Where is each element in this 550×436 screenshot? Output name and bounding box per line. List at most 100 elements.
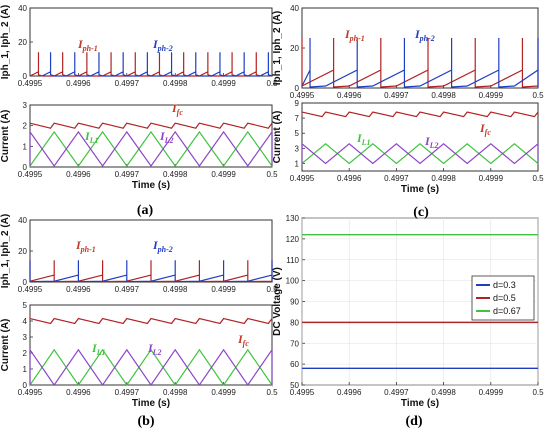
y-tick-label: 1 (23, 142, 28, 151)
series-annotation: Iph-1 (344, 27, 365, 43)
x-tick-label: 0.4999 (211, 79, 236, 88)
x-tick-label: 0.5 (266, 285, 278, 294)
x-tick-label: 0.4999 (479, 91, 504, 100)
x-tick-label: 0.5 (266, 79, 278, 88)
y-tick-label: 1 (295, 159, 300, 168)
plot-frame (301, 7, 539, 89)
x-tick-label: 0.4995 (290, 388, 315, 397)
legend-entry: d=0.5 (493, 293, 516, 303)
y-tick-label: 9 (295, 99, 300, 108)
series-line-darkred (301, 38, 539, 88)
y-tick-label: 3 (295, 144, 300, 153)
series-line-blue (301, 38, 539, 88)
chart-a-top: 0 20 40 0.4995 0.4996 0.4997 0.4998 0.4999 0.5 Ip… (0, 4, 278, 88)
chart-b-bottom: 0 1 2 3 4 5 0.4995 0.4996 0.4997 0.4998 0.4999 0.5 C… (0, 301, 278, 409)
x-tick-label: 0.4997 (115, 170, 140, 179)
series-annotation: Iph-2 (152, 238, 173, 254)
panel-label-a: (a) (137, 203, 154, 218)
y-tick-label: 4 (23, 317, 28, 326)
series-line-darkred (301, 111, 539, 118)
x-tick-label: 0.4998 (163, 170, 188, 179)
x-tick-label: 0.4997 (115, 388, 140, 397)
x-tick-label: 0.4999 (479, 174, 504, 183)
panel-label-c: (c) (413, 205, 429, 220)
x-tick-label: 0.4995 (290, 174, 315, 183)
chart-c-bottom: 1 3 5 7 9 0.4995 0.4996 0.4997 0.4998 0.4999 0.5 Cu… (272, 99, 544, 195)
y-tick-label: 20 (18, 38, 27, 47)
x-tick-label: 0.5 (266, 170, 278, 179)
legend-entry: d=0.67 (493, 306, 521, 316)
x-tick-label: 0.4995 (290, 91, 315, 100)
x-tick-label: 0.4996 (66, 79, 91, 88)
y-tick-label: 20 (290, 44, 299, 53)
x-axis-label: Time (s) (132, 180, 170, 191)
x-tick-label: 0.4997 (115, 79, 140, 88)
x-tick-label: 0.4998 (163, 388, 188, 397)
y-tick-label: 50 (290, 381, 299, 390)
series-annotation: IL1 (356, 131, 371, 147)
x-tick-label: 0.4995 (18, 79, 43, 88)
series-annotation: IL2 (424, 134, 439, 150)
y-axis-label: Current (A) (0, 110, 11, 163)
y-tick-label: 0 (23, 381, 28, 390)
x-tick-label: 0.4996 (337, 388, 362, 397)
x-tick-label: 0.4998 (431, 91, 456, 100)
y-tick-label: 5 (295, 129, 300, 138)
x-tick-label: 0.4995 (18, 388, 43, 397)
series-annotation: Iph-1 (77, 37, 98, 53)
panel-label-b: (b) (137, 414, 154, 429)
plot-frame (29, 7, 273, 77)
chart-a-bottom: 0 1 2 3 0.4995 0.4996 0.4997 0.4998 0.4999 0.5 Cur… (0, 101, 278, 191)
series-line-purple (29, 347, 273, 387)
series-annotation: Iph-2 (152, 37, 173, 53)
series-line-purple (301, 142, 539, 165)
y-tick-label: 70 (290, 339, 299, 348)
x-tick-label: 0.4998 (163, 79, 188, 88)
x-axis-label: Time (s) (401, 184, 439, 195)
x-tick-label: 0.4996 (337, 174, 362, 183)
y-tick-label: 0 (23, 72, 28, 81)
series-line-blue (41, 52, 273, 77)
y-tick-label: 3 (23, 333, 28, 342)
y-axis-label: Current (A) (0, 319, 11, 372)
x-tick-label: 0.5 (266, 388, 278, 397)
x-tick-label: 0.4995 (18, 170, 43, 179)
series-annotation: Iph-2 (414, 27, 435, 43)
panel-label-d: (d) (405, 414, 422, 429)
x-tick-label: 0.4997 (384, 388, 409, 397)
x-tick-label: 0.4996 (66, 285, 91, 294)
series-annotation: IL2 (147, 341, 162, 357)
y-tick-label: 0 (23, 163, 28, 172)
x-tick-label: 0.4998 (431, 388, 456, 397)
legend: d=0.3 d=0.5 d=0.67 (471, 275, 535, 321)
y-axis-label: Iph_1, Iph_2 (A) (272, 11, 283, 85)
y-tick-label: 40 (18, 4, 27, 13)
series-line-blue (29, 260, 273, 283)
y-tick-label: 20 (18, 247, 27, 256)
series-line-darkred (29, 122, 273, 129)
y-tick-label: 100 (286, 277, 300, 286)
plot-frame (29, 104, 273, 168)
x-tick-label: 0.5 (532, 174, 544, 183)
y-tick-label: 40 (18, 216, 27, 225)
x-tick-label: 0.5 (532, 91, 544, 100)
x-tick-label: 0.5 (532, 388, 544, 397)
y-tick-label: 90 (290, 298, 299, 307)
y-axis-label: Iph_1, Iph_2 (A) (0, 214, 11, 288)
x-tick-label: 0.4998 (431, 174, 456, 183)
x-tick-label: 0.4997 (115, 285, 140, 294)
series-annotation: IL1 (91, 341, 106, 357)
y-tick-label: 3 (23, 101, 28, 110)
x-tick-label: 0.4999 (211, 170, 236, 179)
series-annotation: Ifc (479, 121, 491, 137)
x-tick-label: 0.4997 (384, 174, 409, 183)
chart-d: 50 60 70 80 90 100 110 120 130 0.4995 0.4996 0.4997… (272, 214, 544, 409)
y-tick-label: 80 (290, 318, 299, 327)
x-tick-label: 0.4995 (18, 285, 43, 294)
x-axis-label: Time (s) (401, 398, 439, 409)
x-tick-label: 0.4998 (163, 285, 188, 294)
series-annotation: Ifc (237, 332, 249, 348)
y-tick-label: 110 (286, 256, 299, 265)
series-line-darkred (29, 52, 261, 77)
x-tick-label: 0.4997 (384, 91, 409, 100)
